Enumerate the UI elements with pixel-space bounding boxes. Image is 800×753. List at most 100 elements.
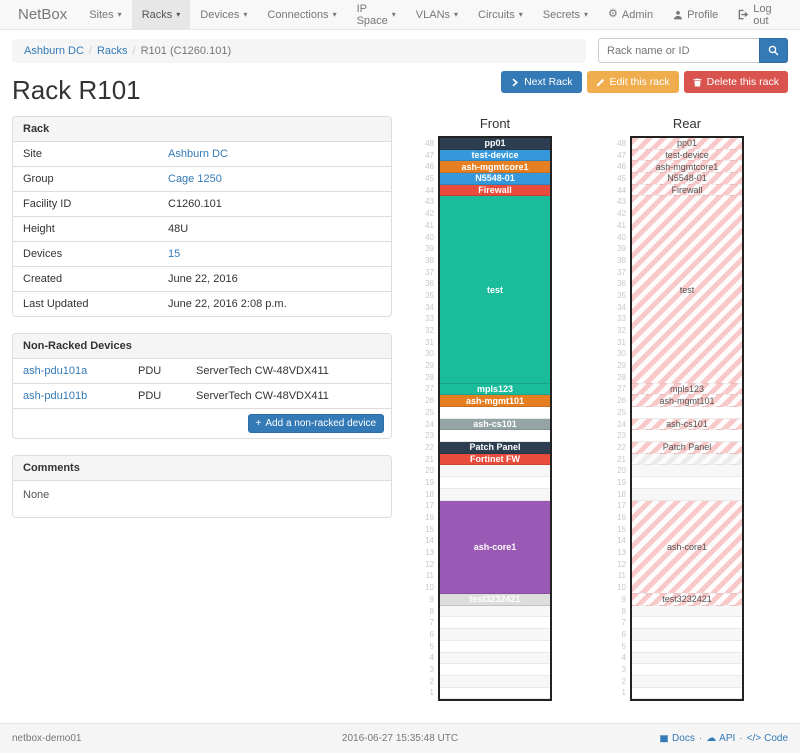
- rack-slot-empty-u5: [440, 640, 550, 653]
- navbar: NetBox Sites ▾ Racks ▾ Devices ▾ Connections ▾ I…: [0, 0, 800, 30]
- rack-slot-test-device[interactable]: test-device: [632, 149, 742, 162]
- rack-slot-mpls123[interactable]: mpls123: [632, 383, 742, 396]
- nav-item-admin[interactable]: ⚙ Admin: [598, 0, 663, 29]
- footer-link-docs[interactable]: Docs: [659, 733, 695, 744]
- unit-number: 1: [429, 688, 434, 698]
- attr-label: Facility ID: [23, 198, 72, 210]
- rack-slot-ash-mgmtcore1[interactable]: ash-mgmtcore1: [440, 161, 550, 174]
- chevron-right-icon: [510, 78, 519, 87]
- unit-number: 32: [425, 326, 434, 335]
- search-icon: [768, 45, 779, 56]
- rack-slot-test-device[interactable]: test-device: [440, 149, 550, 162]
- unit-number: 35: [617, 290, 626, 300]
- rack-slot-mpls123[interactable]: mpls123: [440, 383, 550, 396]
- nav-item-profile[interactable]: Profile: [663, 0, 728, 29]
- add-nonracked-device-button[interactable]: + Add a non-racked device: [247, 414, 384, 433]
- device-link-ash-pdu101a[interactable]: ash-pdu101a: [23, 365, 88, 377]
- unit-number: 24: [617, 419, 626, 429]
- footer-link-api[interactable]: ☁ API: [706, 733, 735, 744]
- footer-timestamp: 2016-06-27 15:35:48 UTC: [341, 733, 459, 744]
- unit-number: 35: [425, 290, 434, 300]
- unit-number: 28: [617, 372, 626, 382]
- edit-this-rack-button[interactable]: Edit this rack: [586, 71, 679, 93]
- rack-slot-n5548-01[interactable]: N5548-01: [632, 173, 742, 185]
- gear-icon: ⚙: [608, 8, 618, 20]
- search-button[interactable]: [759, 38, 788, 63]
- unit-number: 17: [425, 501, 434, 511]
- rack-slot-empty-u7: [632, 617, 742, 630]
- rack-slot-firewall[interactable]: Firewall: [440, 184, 550, 197]
- footer-hostname: netbox-demo01: [12, 733, 82, 744]
- unit-number: 15: [425, 524, 434, 534]
- rack-slot-label: test-device: [665, 150, 709, 161]
- rack-slot-firewall[interactable]: Firewall: [632, 184, 742, 197]
- rack-slot-ash-mgmt101[interactable]: ash-mgmt101: [632, 395, 742, 407]
- code-icon: </>: [746, 732, 762, 744]
- rack-slot-empty-u19: [440, 477, 550, 489]
- footer-link-separator: ·: [739, 733, 743, 744]
- nav-item-connections[interactable]: Connections ▾: [257, 0, 346, 29]
- rack-slot-ash-core1[interactable]: ash-core1: [440, 500, 550, 595]
- rack-slot-label: N5548-01: [475, 173, 515, 184]
- rack-attr-row: Site Ashburn DC: [13, 142, 391, 166]
- brand[interactable]: NetBox: [18, 6, 68, 23]
- rack-slot-ash-mgmt101[interactable]: ash-mgmt101: [440, 395, 550, 407]
- unit-number: 5: [621, 641, 626, 651]
- delete-this-rack-button[interactable]: Delete this rack: [683, 71, 788, 93]
- rack-slot-empty-u2: [440, 675, 550, 688]
- unit-number: 22: [425, 442, 434, 452]
- rack-slot-patch-panel[interactable]: Patch Panel: [440, 442, 550, 454]
- rack-slot-test[interactable]: test: [632, 196, 742, 384]
- caret-down-icon: ▾: [176, 9, 181, 19]
- breadcrumb-item-racks[interactable]: Racks: [96, 44, 128, 57]
- rack-slot-empty-u23: [632, 430, 742, 443]
- rack-attr-row: Height 48U: [13, 216, 391, 241]
- unit-number: 27: [617, 384, 626, 394]
- unit-number: 40: [617, 232, 626, 242]
- rack-slot-fortinet-fw[interactable]: Fortinet FW: [440, 453, 550, 466]
- unit-number: 7: [621, 618, 626, 628]
- caret-down-icon: ▾: [332, 9, 337, 19]
- nav-item-circuits[interactable]: Circuits ▾: [468, 0, 533, 29]
- nav-item-secrets[interactable]: Secrets ▾: [533, 0, 598, 29]
- breadcrumb-item-ashburn-dc[interactable]: Ashburn DC: [24, 44, 84, 57]
- action-buttons: Next Rack Edit this rack Delete this rack: [501, 71, 788, 93]
- rack-slot-ash-core1[interactable]: ash-core1: [632, 500, 742, 595]
- unit-number: 3: [621, 664, 626, 674]
- rack-slot-ash-mgmtcore1[interactable]: ash-mgmtcore1: [632, 161, 742, 174]
- rack-slot-pp01[interactable]: pp01: [632, 138, 742, 150]
- nav-item-ip-space[interactable]: IP Space ▾: [347, 0, 406, 29]
- rack-elevation-front: Front 48 47 46 45 44 43 42 41 40 39 38 37 36 35 34 33 32 3…: [418, 116, 552, 702]
- nav-item-racks[interactable]: Racks ▾: [131, 0, 191, 29]
- attr-label: Site: [23, 148, 42, 160]
- rack-slot-patch-panel[interactable]: Patch Panel: [632, 442, 742, 454]
- rack-slot-ash-cs101[interactable]: ash-cs101: [440, 418, 550, 431]
- search-input[interactable]: [598, 38, 759, 63]
- attr-value-devices[interactable]: 15: [168, 248, 181, 260]
- nav-item-vlans[interactable]: VLANs ▾: [406, 0, 468, 29]
- footer-link-code[interactable]: </> Code: [747, 733, 788, 744]
- page-title: Rack R101: [12, 75, 141, 105]
- device-link-ash-pdu101b[interactable]: ash-pdu101b: [23, 390, 88, 402]
- rack-slot-test[interactable]: test: [440, 196, 550, 384]
- footer-link-separator: ·: [698, 733, 703, 744]
- unit-number: 43: [617, 197, 626, 207]
- attr-value-site[interactable]: Ashburn DC: [168, 148, 228, 160]
- rack-slot-ash-cs101[interactable]: ash-cs101: [632, 418, 742, 431]
- rack-slot-empty-u3: [632, 664, 742, 676]
- rack-slot-n5548-01[interactable]: N5548-01: [440, 173, 550, 185]
- nonracked-panel-title: Non-Racked Devices: [13, 334, 391, 359]
- search-form: [598, 38, 788, 63]
- unit-number-gutter: 48 47 46 45 44 43 42 41 40 39 38 37 36 35 34 33 32 31 30 29…: [418, 136, 438, 701]
- next-rack-button[interactable]: Next Rack: [501, 71, 582, 93]
- nav-item-sites[interactable]: Sites ▾: [79, 0, 131, 29]
- topbar: Ashburn DC / Racks / R101 (C1260.101): [12, 38, 788, 63]
- attr-value-group[interactable]: Cage 1250: [168, 173, 222, 185]
- rack-slot-test3232421[interactable]: test3232421: [632, 594, 742, 606]
- nav-item-devices[interactable]: Devices ▾: [190, 0, 257, 29]
- nonracked-panel: Non-Racked Devices ash-pdu101a PDU ServerT…: [12, 333, 392, 439]
- unit-number: 31: [425, 337, 434, 347]
- rack-slot-pp01[interactable]: pp01: [440, 138, 550, 150]
- rack-slot-test3232421[interactable]: test3232421: [440, 594, 550, 606]
- nav-item-log-out[interactable]: Log out: [728, 0, 794, 29]
